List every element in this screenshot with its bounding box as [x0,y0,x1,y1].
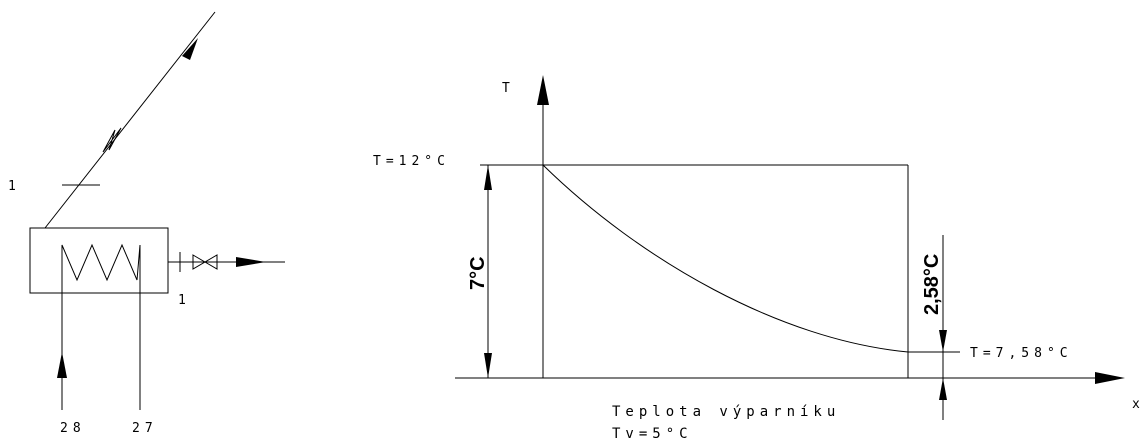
end-difference: 2,58°C [921,254,943,315]
x-axis-label: x [1132,397,1140,412]
pipe-label: 1 [8,179,16,194]
coil-arrow [57,352,67,378]
top-temperature: T=12°C [373,154,450,169]
valve [192,254,218,270]
outlet-label: 1 [178,293,186,308]
evaporator-box [29,227,169,294]
dimension-arrow [484,165,492,190]
caption: Teplota výparníku [612,404,840,420]
dimension-arrow [939,330,947,352]
coil-inlet-label: 28 [60,421,86,436]
flow-arrow [182,38,198,60]
y-axis-label: T [502,81,510,96]
coil-outlet-label: 27 [132,421,158,436]
end-temperature: T=7,58°C [970,346,1073,361]
dimension-arrow [484,353,492,378]
flow-arrow [236,257,266,267]
dimension-arrow [939,378,947,400]
temperature-graph: T x T=12°C 7°C 2,58°C T=7,58°C Teplota v… [373,75,1140,442]
valve [102,127,122,153]
axis-arrow [1095,372,1125,384]
temperature-difference: 7°C [467,256,489,290]
temperature-curve [542,164,909,353]
inlet-pipe [44,11,216,229]
axis-arrow [537,75,549,105]
coil [61,243,141,410]
evaporator-schematic: 1 28 27 1 [8,11,285,436]
caption-value: Tv=5°C [612,426,693,442]
